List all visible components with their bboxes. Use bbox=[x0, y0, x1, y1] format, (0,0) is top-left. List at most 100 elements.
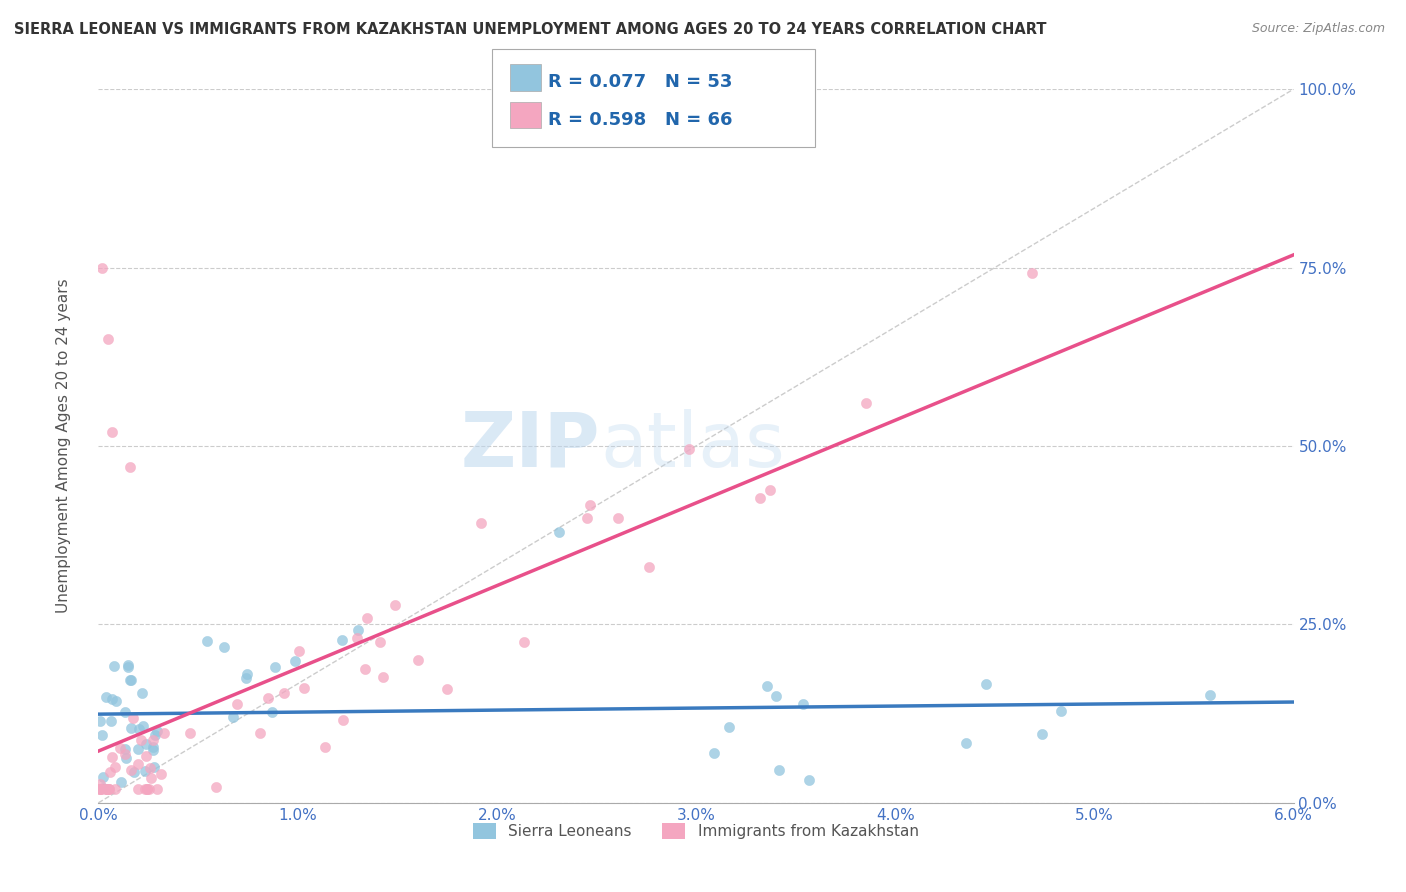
Point bbox=[135, 781, 157, 796]
Point bbox=[101, 425, 124, 439]
Point bbox=[436, 681, 458, 696]
Point bbox=[678, 442, 700, 457]
Point bbox=[135, 749, 157, 764]
Point bbox=[91, 260, 114, 275]
Point bbox=[470, 516, 492, 531]
Point bbox=[97, 781, 120, 796]
Point bbox=[120, 460, 142, 475]
Point bbox=[98, 764, 121, 779]
Point bbox=[1198, 688, 1220, 702]
Point bbox=[264, 660, 287, 674]
Point bbox=[855, 396, 877, 410]
Point bbox=[1050, 705, 1073, 719]
Point bbox=[718, 720, 741, 734]
Text: ZIP: ZIP bbox=[461, 409, 600, 483]
Point bbox=[292, 681, 315, 696]
Point bbox=[142, 739, 165, 754]
Point bbox=[132, 719, 155, 733]
Point bbox=[127, 742, 149, 756]
Point bbox=[384, 598, 406, 612]
Point bbox=[108, 741, 131, 756]
Point bbox=[91, 770, 114, 784]
Point bbox=[256, 691, 278, 706]
Point bbox=[792, 697, 814, 711]
Point bbox=[976, 677, 998, 691]
Point bbox=[768, 763, 790, 777]
Point bbox=[1031, 726, 1053, 740]
Text: atlas: atlas bbox=[600, 409, 785, 483]
Point bbox=[121, 711, 143, 725]
Point bbox=[142, 743, 165, 757]
Legend: Sierra Leoneans, Immigrants from Kazakhstan: Sierra Leoneans, Immigrants from Kazakhs… bbox=[467, 817, 925, 845]
Point bbox=[139, 771, 162, 785]
Point bbox=[145, 781, 167, 796]
Point bbox=[96, 781, 118, 796]
Point bbox=[262, 705, 284, 719]
Point bbox=[138, 761, 160, 775]
Point bbox=[756, 679, 779, 693]
Point bbox=[100, 714, 122, 728]
Point bbox=[117, 660, 139, 674]
Point bbox=[97, 332, 120, 346]
Point bbox=[101, 749, 124, 764]
Point bbox=[89, 777, 111, 791]
Point bbox=[249, 726, 271, 740]
Point bbox=[135, 738, 157, 752]
Point bbox=[110, 774, 132, 789]
Point bbox=[749, 491, 772, 506]
Point bbox=[134, 781, 156, 796]
Point bbox=[89, 714, 111, 729]
Point bbox=[607, 511, 630, 525]
Point bbox=[332, 714, 354, 728]
Point bbox=[143, 760, 166, 774]
Point bbox=[120, 764, 142, 778]
Point bbox=[120, 673, 142, 688]
Point bbox=[579, 498, 602, 512]
Point bbox=[212, 640, 235, 654]
Point bbox=[114, 742, 136, 756]
Point bbox=[90, 781, 112, 796]
Point bbox=[765, 690, 787, 704]
Point bbox=[288, 644, 311, 658]
Text: Unemployment Among Ages 20 to 24 years: Unemployment Among Ages 20 to 24 years bbox=[56, 278, 70, 614]
Text: SIERRA LEONEAN VS IMMIGRANTS FROM KAZAKHSTAN UNEMPLOYMENT AMONG AGES 20 TO 24 YE: SIERRA LEONEAN VS IMMIGRANTS FROM KAZAKH… bbox=[14, 22, 1046, 37]
Point bbox=[236, 667, 259, 681]
Point bbox=[101, 692, 124, 706]
Point bbox=[87, 781, 110, 796]
Point bbox=[104, 694, 127, 708]
Point bbox=[330, 633, 353, 648]
Point bbox=[356, 611, 378, 625]
Point bbox=[120, 721, 142, 735]
Point bbox=[114, 706, 136, 720]
Point bbox=[128, 722, 150, 736]
Point bbox=[222, 709, 245, 723]
Point bbox=[512, 635, 534, 649]
Point bbox=[371, 670, 394, 684]
Point bbox=[146, 723, 169, 738]
Point bbox=[91, 728, 114, 742]
Point bbox=[354, 662, 377, 676]
Point bbox=[131, 733, 153, 747]
Point bbox=[408, 653, 430, 667]
Point bbox=[104, 760, 127, 774]
Point bbox=[96, 690, 118, 705]
Point bbox=[127, 781, 149, 796]
Point bbox=[637, 560, 659, 574]
Point bbox=[759, 483, 782, 497]
Point bbox=[97, 781, 120, 796]
Point bbox=[179, 726, 201, 740]
Point bbox=[314, 740, 336, 755]
Point bbox=[89, 781, 111, 796]
Point bbox=[135, 781, 157, 796]
Point bbox=[575, 510, 598, 524]
Text: R = 0.077   N = 53: R = 0.077 N = 53 bbox=[548, 73, 733, 91]
Text: R = 0.598   N = 66: R = 0.598 N = 66 bbox=[548, 111, 733, 128]
Point bbox=[273, 685, 295, 699]
Point bbox=[117, 657, 139, 672]
Point bbox=[96, 781, 118, 796]
Point bbox=[205, 780, 228, 794]
Point bbox=[368, 635, 391, 649]
Point bbox=[143, 728, 166, 742]
Point bbox=[131, 686, 153, 700]
Point bbox=[127, 757, 149, 772]
